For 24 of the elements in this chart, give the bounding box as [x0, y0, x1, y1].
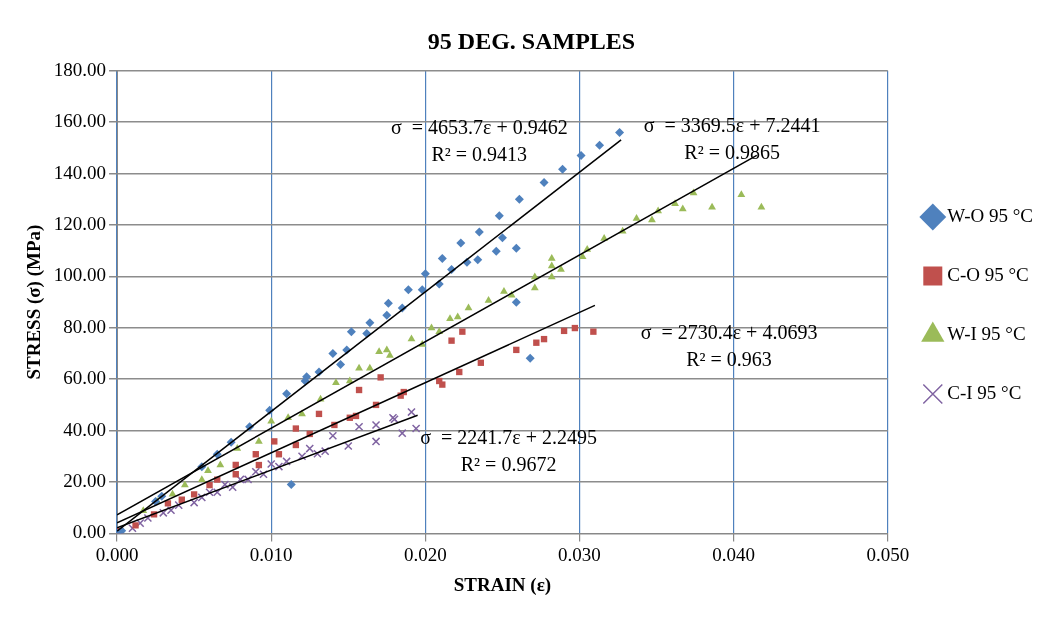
y-tick-label: 0.00: [72, 521, 107, 543]
y-tick-label: 120.00: [53, 212, 107, 234]
y-tick-label: 140.00: [53, 161, 107, 183]
y-tick-label: 100.00: [53, 264, 107, 286]
legend-label: W-I 95 °C: [947, 322, 1026, 344]
legend-label: C-O 95 °C: [947, 263, 1029, 285]
x-tick-label: 0.030: [558, 543, 601, 565]
chart-title: 95 DEG. SAMPLES: [427, 27, 636, 54]
annotation: σ = 4653.7ε + 0.9462 R² = 0.9413: [390, 116, 568, 166]
x-tick-label: 0.040: [712, 543, 756, 565]
y-tick-label: 160.00: [53, 110, 107, 132]
x-tick-label: 0.010: [249, 543, 293, 565]
y-axis-title: STRESS (σ) (MPa): [23, 224, 46, 380]
legend-label: C-I 95 °C: [947, 381, 1022, 403]
y-tick-label: 40.00: [63, 418, 107, 440]
legend-label: W-O 95 °C: [947, 204, 1034, 226]
y-tick-label: 60.00: [63, 367, 107, 389]
x-tick-label: 0.050: [866, 543, 910, 565]
y-tick-label: 20.00: [63, 469, 107, 491]
y-tick-label: 80.00: [63, 315, 107, 337]
x-tick-label: 0.000: [95, 543, 139, 565]
x-tick-label: 0.020: [403, 543, 447, 565]
y-tick-label: 180.00: [53, 58, 107, 80]
x-axis-title: STRAIN (ε): [453, 573, 552, 596]
